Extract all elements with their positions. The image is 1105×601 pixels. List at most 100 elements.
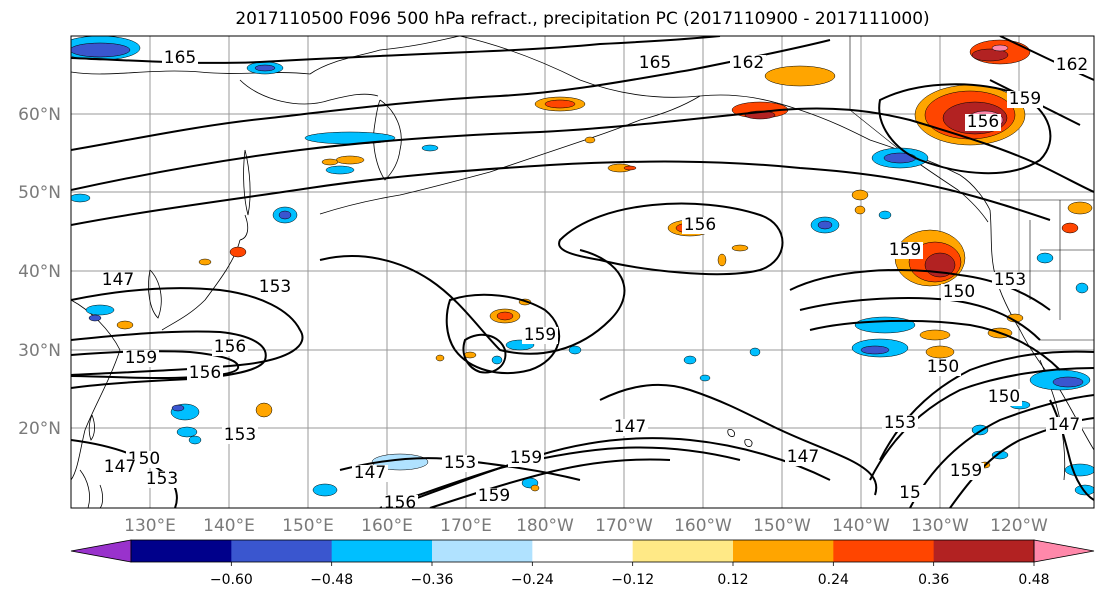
contour-label-background [123, 350, 159, 367]
precip-anomaly-patch [584, 136, 596, 144]
contour-162-north [71, 39, 831, 151]
contour-label: 153 [994, 270, 1026, 290]
contour-label-background [1054, 57, 1090, 74]
contour-label-background [637, 55, 673, 72]
contour-label: 159 [510, 448, 542, 468]
contour-label: 150 [927, 357, 959, 377]
contour-label: 147 [102, 270, 134, 290]
precip-anomaly-patch [683, 355, 697, 365]
precip-anomaly-patch [71, 193, 91, 203]
contour-label-background [100, 272, 136, 289]
contour-label: 156 [684, 215, 716, 235]
coastline-china [71, 299, 121, 481]
figure-title: 2017110500 F096 500 hPa refract., precip… [235, 9, 930, 29]
contour-label: 162 [732, 53, 764, 73]
precip-anomaly-patch [85, 304, 115, 316]
coastline-aleutians [319, 139, 586, 215]
contour-label-background [682, 217, 718, 234]
coastline-japan [161, 214, 249, 331]
contour-label: 147 [104, 457, 136, 477]
precip-anomaly-patch [854, 316, 916, 334]
contour-label-background [144, 471, 180, 488]
colorbar-tick-label: −0.60 [210, 572, 253, 588]
contour-label-background [1007, 91, 1043, 108]
contour-label: 153 [444, 453, 476, 473]
precip-anomaly-patch [116, 320, 134, 330]
contour-label: 153 [224, 425, 256, 445]
colorbar-tick-label: 0.48 [1018, 572, 1049, 588]
coastline-taiwan [88, 414, 95, 441]
coastline-philippines [79, 469, 104, 508]
precip-anomaly-patch [1006, 313, 1024, 323]
longitude-label: 180°W [516, 516, 574, 536]
latitude-label: 60°N [18, 105, 61, 125]
contour-label-background [187, 365, 223, 382]
contour-label-background [925, 359, 961, 376]
precip-anomaly-patch [255, 402, 273, 418]
colorbar-segment [131, 540, 232, 562]
colorbar-segment [432, 540, 533, 562]
coastline-alaska-peninsula [584, 95, 701, 141]
precip-anomaly-patch [325, 165, 355, 175]
precip-anomaly-patch [731, 244, 749, 252]
precip-anomaly-patch [764, 65, 836, 87]
latitude-label: 20°N [18, 419, 61, 439]
precip-anomaly-patch [544, 99, 576, 109]
latitude-label: 30°N [18, 341, 61, 361]
contour-label: 153 [884, 413, 916, 433]
coastline-hawaii [727, 429, 753, 447]
colorbar-tick-labels: −0.60 −0.48 −0.36 −0.24 −0.12 0.12 0.24 0.36 0.4… [210, 562, 1050, 588]
contour-label: 153 [146, 469, 178, 489]
precip-anomaly-patch [919, 329, 951, 341]
longitude-label: 140°W [832, 516, 890, 536]
contour-156-north [71, 160, 1051, 226]
precip-anomaly-patch [171, 404, 185, 412]
contour-159-north [71, 107, 1094, 193]
coastline-okhotsk [239, 79, 379, 105]
longitude-label: 150°W [753, 516, 811, 536]
contour-156-south [389, 437, 831, 508]
precip-anomaly-patch [699, 374, 711, 382]
contour-label-background [785, 449, 821, 466]
precip-anomaly-patch [749, 347, 761, 357]
precip-anomaly-patch [991, 44, 1009, 52]
contour-label: 147 [1048, 415, 1080, 435]
precip-anomaly-patch [435, 354, 445, 362]
precip-anomaly-patch [176, 426, 198, 438]
boundary-us-states [1029, 200, 1094, 320]
contour-label-background [212, 339, 248, 356]
contour-153-center [319, 249, 626, 355]
contour-label-background [352, 465, 388, 482]
colorbar-tick-label: −0.12 [611, 572, 654, 588]
colorbar-min-extension [70, 539, 132, 563]
contour-label: 162 [1056, 55, 1088, 75]
contour-label-background [948, 463, 984, 480]
precip-anomaly-patch [860, 345, 890, 355]
precip-anomaly-patch [991, 450, 1009, 460]
contour-label: 156 [384, 493, 416, 513]
precip-anomaly-patch [1052, 376, 1084, 388]
contour-156-west [71, 330, 267, 389]
precip-anomaly-patch [971, 48, 1009, 62]
precip-anomaly-patch [1064, 463, 1094, 477]
contour-label-background [162, 50, 198, 67]
precip-anomaly-patch [971, 424, 989, 436]
contour-150-south [71, 439, 178, 508]
contour-label-background [882, 415, 918, 432]
contour-label-background [941, 284, 977, 301]
colorbar-tick-label: 0.12 [717, 572, 748, 588]
precip-anomaly-patch [496, 311, 514, 321]
longitude-label: 130°W [911, 516, 969, 536]
contour-label: 150 [943, 282, 975, 302]
precip-anomaly-patch [1075, 282, 1089, 294]
coastline-siberia [71, 36, 461, 75]
colorbar-segment [231, 540, 333, 562]
precip-anomaly-patch [854, 205, 866, 215]
contour-156-center [445, 293, 561, 374]
contour-159-south [429, 458, 671, 508]
contour-label: 153 [259, 277, 291, 297]
contour-label-background [382, 495, 418, 508]
precip-anomaly-patch [817, 220, 833, 230]
colorbar-tick-label: −0.48 [310, 572, 353, 588]
longitude-label: 160°E [361, 516, 413, 536]
